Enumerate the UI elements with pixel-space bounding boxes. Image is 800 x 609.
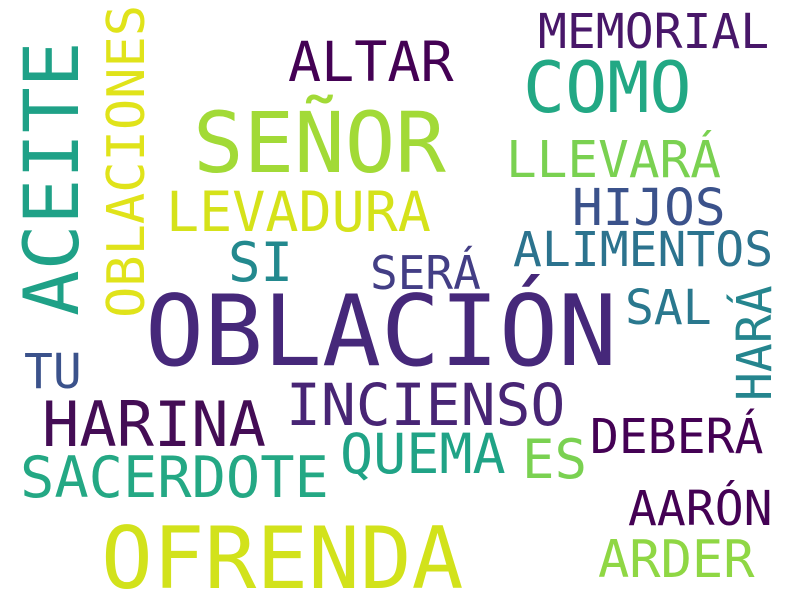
word-sacerdote: SACERDOTE [20,445,329,511]
word-arder: ARDER [598,530,755,590]
word-levadura: LEVADURA [166,180,431,244]
word-hara: HARÁ [727,285,783,401]
word-ofrenda: OFRENDA [101,509,464,609]
word-oblacion: OBLACIÓN [145,275,618,389]
word-como: COMO [523,47,692,129]
word-senor: SEÑOR [193,94,446,192]
word-aceite: ACEITE [7,41,96,316]
word-si: SI [228,231,294,294]
word-sera: SERÁ [370,246,481,300]
word-oblaciones: OBLACIONES [97,4,157,318]
word-tu: TU [24,344,82,400]
word-debera: DEBERÁ [590,409,764,465]
word-quema: QUEMA [340,422,506,486]
word-incienso: INCIENSO [286,371,566,439]
word-aaron: AARÓN [628,481,773,537]
word-hijos: HIJOS [572,179,726,238]
word-memorial: MEMORIAL [538,4,770,60]
word-sal: SAL [625,280,712,336]
word-llevara: LLEVARÁ [506,131,721,190]
word-alimentos: ALIMENTOS [513,222,774,278]
word-harina: HARINA [42,388,266,461]
word-es: ES [522,428,588,491]
word-altar: ALTAR [288,30,454,94]
